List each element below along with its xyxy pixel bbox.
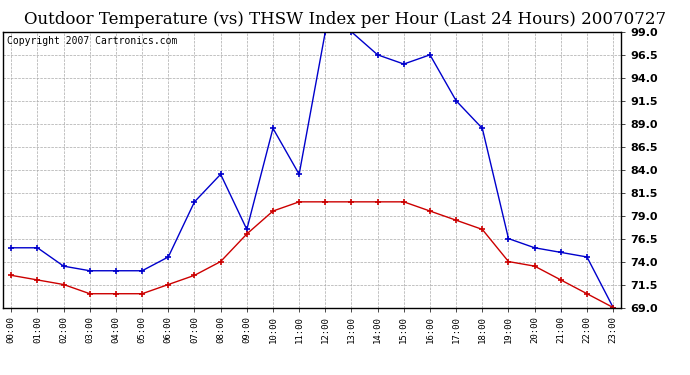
Text: Outdoor Temperature (vs) THSW Index per Hour (Last 24 Hours) 20070727: Outdoor Temperature (vs) THSW Index per … (24, 11, 666, 28)
Text: Copyright 2007 Cartronics.com: Copyright 2007 Cartronics.com (6, 36, 177, 46)
